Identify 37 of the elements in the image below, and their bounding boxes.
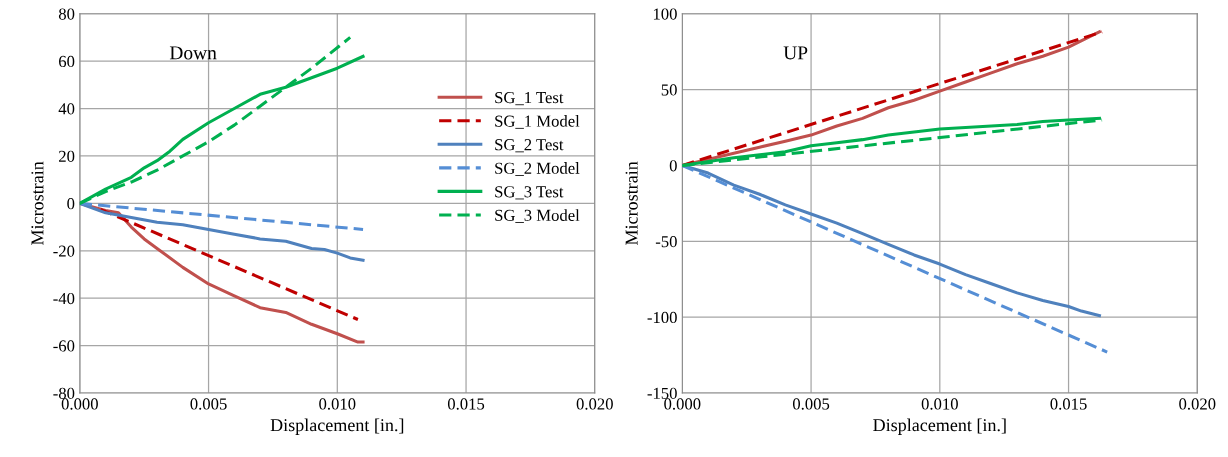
- legend-label: SG_2 Test: [495, 139, 564, 153]
- x-tick-label: 0.015: [1050, 398, 1087, 410]
- text: Down: [169, 46, 217, 60]
- x-tick-label: 0.000: [61, 398, 98, 410]
- y-tick-label: 0: [669, 160, 677, 172]
- y-tick-label: 80: [58, 8, 75, 20]
- x-axis-title: Displacement [in.]: [270, 418, 404, 435]
- y-tick-label: -80: [53, 387, 75, 399]
- y-tick-label: -20: [53, 245, 75, 257]
- y-tick-label: 0: [67, 198, 75, 210]
- y-tick-label: -100: [647, 311, 677, 324]
- x-tick-label: 0.020: [576, 398, 613, 410]
- y-tick-label: 50: [661, 84, 677, 96]
- text: UP: [783, 46, 808, 60]
- y-tick-label: 20: [59, 150, 75, 162]
- x-tick-label: 0.015: [447, 398, 485, 410]
- x-tick-label: 0.005: [190, 398, 227, 410]
- legend-label: SG_3 Model: [495, 209, 580, 223]
- legend-label: SG_3 Test: [495, 186, 564, 200]
- y-tick-label: 40: [58, 103, 75, 115]
- x-axis-title: Displacement [in.]: [873, 418, 1006, 435]
- y-tick-label: -40: [53, 292, 75, 305]
- legend-label: SG_1 Test: [495, 92, 564, 106]
- x-tick-label: 0.010: [319, 398, 356, 410]
- legend-label: SG_1 Model: [495, 115, 580, 129]
- y-axis-title: Microstrain: [625, 161, 638, 245]
- x-tick-label: 0.005: [792, 398, 830, 410]
- x-tick-label: 0.010: [921, 398, 958, 410]
- y-tick-label: 100: [653, 8, 677, 20]
- y-axis-title: Microstrain: [31, 161, 44, 245]
- x-tick-label: 0.000: [664, 398, 701, 410]
- legend-label: SG_2 Model: [495, 162, 580, 176]
- y-tick-label: -60: [53, 340, 75, 352]
- y-tick-label: -150: [647, 387, 677, 399]
- y-tick-label: -50: [655, 236, 677, 248]
- x-tick-label: 0.020: [1179, 398, 1216, 410]
- y-tick-label: 60: [59, 55, 75, 68]
